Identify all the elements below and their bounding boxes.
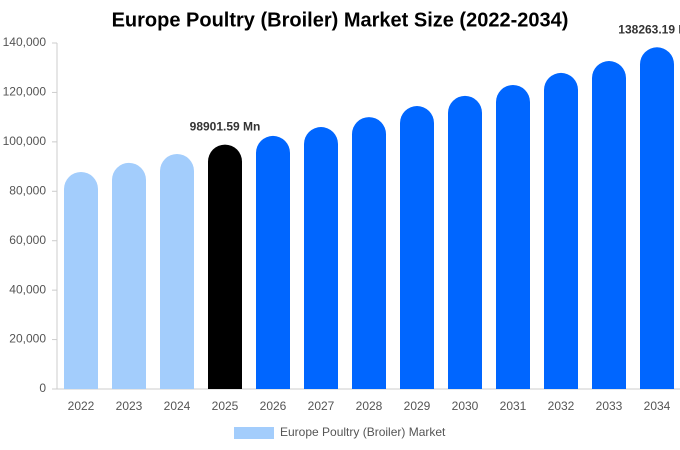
x-tick-label: 2022 — [68, 399, 95, 413]
bar — [352, 117, 386, 389]
y-tick-label: 60,000 — [9, 233, 46, 247]
bar — [256, 135, 290, 389]
y-tick-label: 40,000 — [9, 282, 46, 296]
x-tick-label: 2024 — [164, 399, 191, 413]
bar — [592, 61, 626, 390]
bar — [112, 162, 146, 389]
bar — [64, 172, 98, 389]
data-label: 98901.59 Mn — [190, 120, 261, 134]
y-tick-label: 140,000 — [3, 35, 47, 49]
bar — [400, 106, 434, 390]
bar — [208, 144, 242, 389]
y-tick-label: 80,000 — [9, 183, 46, 197]
x-tick-label: 2033 — [596, 399, 623, 413]
x-tick-label: 2031 — [500, 399, 527, 413]
y-tick-label: 100,000 — [3, 134, 47, 148]
data-label: 138263.19 Mn — [618, 22, 680, 36]
legend-label: Europe Poultry (Broiler) Market — [280, 425, 446, 439]
bar — [160, 153, 194, 389]
bar — [496, 85, 530, 389]
bar — [448, 95, 482, 389]
chart-title: Europe Poultry (Broiler) Market Size (20… — [112, 9, 569, 31]
bar — [304, 127, 338, 389]
x-tick-label: 2023 — [116, 399, 143, 413]
bar — [640, 47, 674, 389]
x-tick-label: 2026 — [260, 399, 287, 413]
x-tick-label: 2029 — [404, 399, 431, 413]
legend-swatch — [234, 427, 274, 439]
y-tick-label: 120,000 — [3, 85, 47, 99]
x-tick-label: 2034 — [644, 399, 671, 413]
y-tick-label: 0 — [39, 381, 46, 395]
x-tick-label: 2030 — [452, 399, 479, 413]
x-tick-label: 2025 — [212, 399, 239, 413]
y-tick-label: 20,000 — [9, 332, 46, 346]
x-tick-label: 2028 — [356, 399, 383, 413]
x-tick-label: 2032 — [548, 399, 575, 413]
x-tick-label: 2027 — [308, 399, 335, 413]
bar — [544, 72, 578, 389]
